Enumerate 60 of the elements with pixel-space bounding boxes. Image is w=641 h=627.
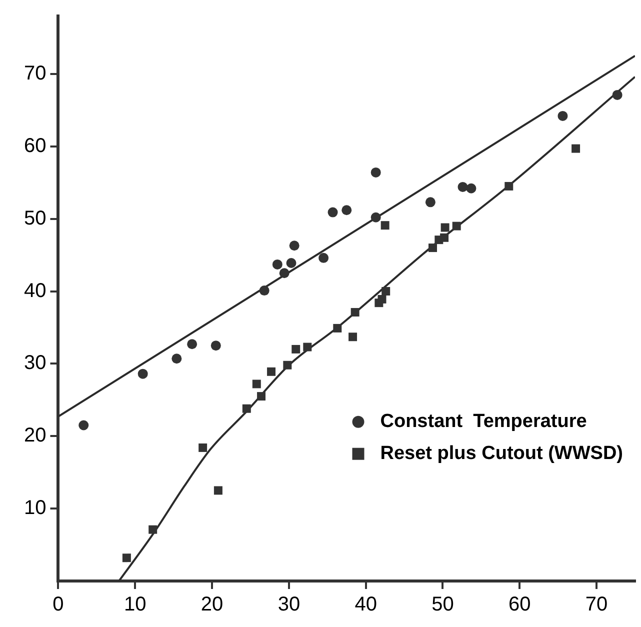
point — [425, 197, 436, 208]
point — [328, 207, 338, 218]
point — [440, 233, 449, 242]
point — [318, 252, 329, 263]
x-tick-label: 30 — [278, 594, 300, 616]
point — [466, 183, 476, 194]
x-tick-label: 20 — [200, 594, 224, 616]
point — [279, 268, 290, 278]
y-tick-label: 40 — [24, 280, 46, 302]
y-tick-label: 60 — [24, 134, 46, 157]
point — [350, 308, 360, 317]
point — [370, 212, 381, 222]
point — [440, 223, 450, 232]
point — [267, 367, 276, 376]
point — [370, 167, 381, 178]
point — [257, 392, 266, 401]
y-tick-label: 20 — [24, 424, 46, 447]
x-tick-label: 0 — [52, 594, 64, 616]
point — [342, 205, 352, 216]
point — [214, 486, 222, 495]
point — [148, 525, 158, 534]
point — [333, 324, 342, 332]
point — [283, 360, 292, 370]
point — [138, 368, 148, 379]
point — [378, 294, 386, 304]
x-tick-label: 10 — [124, 594, 146, 616]
point — [187, 339, 198, 350]
point — [289, 240, 300, 251]
point — [458, 182, 468, 192]
point — [172, 354, 182, 364]
point — [78, 420, 89, 430]
point — [504, 182, 514, 190]
y-tick-label: 50 — [24, 207, 46, 230]
point — [198, 443, 208, 452]
point — [292, 344, 300, 354]
x-tick-label: 70 — [585, 594, 608, 616]
point — [428, 244, 437, 252]
legend-label: Constant Temperature — [380, 411, 587, 432]
point — [558, 110, 568, 121]
y-tick-label: 10 — [24, 497, 46, 520]
point — [612, 90, 622, 100]
x-tick-label: 40 — [354, 594, 377, 616]
x-tick-label: 50 — [432, 594, 454, 616]
point — [259, 286, 270, 296]
point — [303, 342, 312, 352]
point — [252, 380, 261, 388]
y-tick-label: 30 — [24, 352, 46, 374]
point — [452, 222, 461, 230]
point — [286, 258, 296, 268]
point — [572, 144, 580, 153]
point — [382, 287, 390, 296]
x-tick-label: 60 — [508, 594, 531, 616]
point — [348, 332, 358, 342]
legend-label: Reset plus Cutout (WWSD) — [380, 443, 624, 464]
point — [380, 221, 390, 230]
y-tick-label: 70 — [24, 62, 46, 84]
point — [122, 554, 131, 562]
point — [242, 404, 251, 413]
point — [210, 340, 221, 351]
point — [272, 259, 282, 270]
